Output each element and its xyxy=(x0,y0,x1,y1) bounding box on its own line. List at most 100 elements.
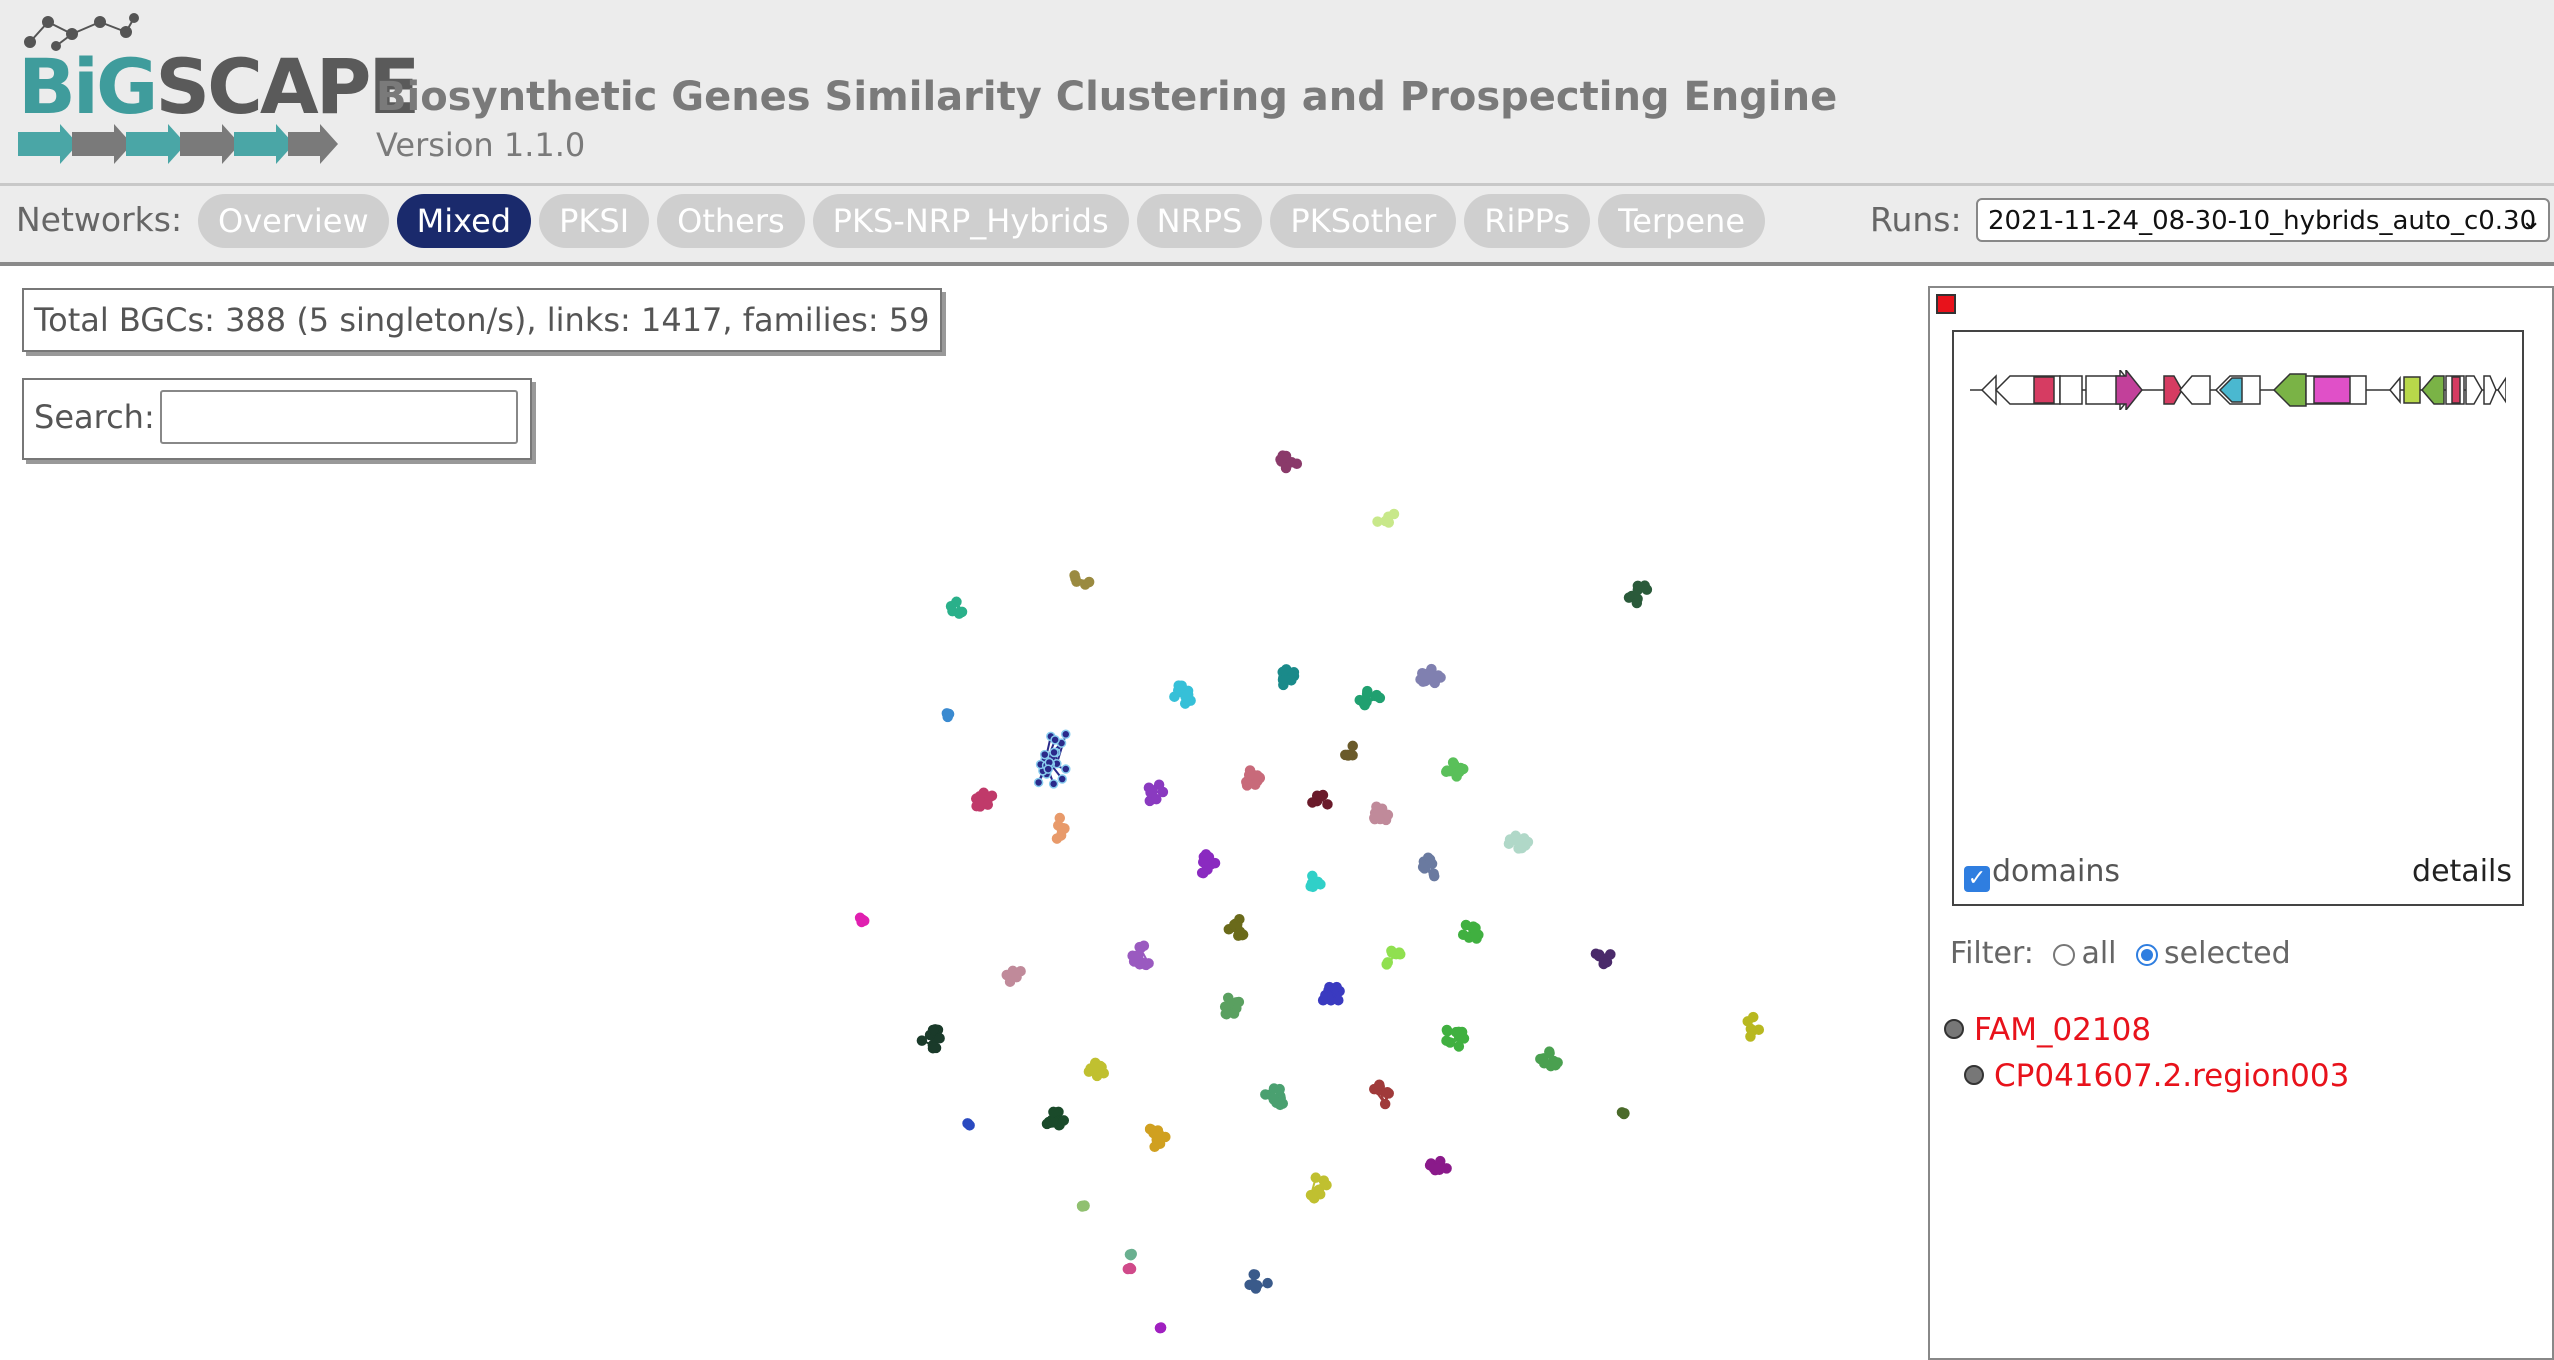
gene-arrow[interactable] xyxy=(2498,378,2506,402)
bgc-cluster[interactable] xyxy=(1146,1124,1170,1151)
bgc-node[interactable] xyxy=(1150,1142,1159,1151)
filter-all-label[interactable]: all xyxy=(2081,936,2116,971)
bgc-node[interactable] xyxy=(1381,1100,1390,1109)
bgc-cluster[interactable] xyxy=(1035,730,1070,788)
bgc-node[interactable] xyxy=(1058,775,1066,783)
family-label[interactable]: FAM_02108 xyxy=(1974,1012,2151,1048)
bgc-node[interactable] xyxy=(1323,800,1332,809)
bgc-cluster[interactable] xyxy=(1617,1108,1628,1119)
close-panel-icon[interactable] xyxy=(1936,294,1956,314)
bgc-node[interactable] xyxy=(1523,837,1532,846)
bgc-cluster[interactable] xyxy=(1306,871,1325,891)
bgc-cluster[interactable] xyxy=(1002,966,1025,986)
bgc-node[interactable] xyxy=(1059,1116,1068,1125)
bgc-cluster[interactable] xyxy=(1198,850,1220,878)
bgc-cluster[interactable] xyxy=(1319,983,1344,1005)
bgc-node[interactable] xyxy=(1436,673,1445,682)
bgc-node[interactable] xyxy=(1250,1270,1259,1279)
bgc-node[interactable] xyxy=(1261,1090,1270,1099)
bgc-node[interactable] xyxy=(1278,668,1287,677)
bgc-cluster[interactable] xyxy=(1536,1047,1562,1070)
bgc-node[interactable] xyxy=(1442,1036,1451,1045)
bgc-node[interactable] xyxy=(1042,1119,1051,1128)
bgc-node[interactable] xyxy=(1620,1109,1629,1118)
bgc-cluster[interactable] xyxy=(942,709,953,722)
bgc-node[interactable] xyxy=(952,597,961,606)
runs-select[interactable]: 2021-11-24_08-30-10_hybrids_auto_c0.30 ⌄ xyxy=(1976,198,2550,242)
gene-arrow-map[interactable] xyxy=(1970,370,2506,410)
bgc-cluster[interactable] xyxy=(1070,571,1094,589)
bgc-cluster[interactable] xyxy=(1419,853,1439,880)
bgc-cluster[interactable] xyxy=(1261,1084,1287,1109)
bgc-node[interactable] xyxy=(948,607,957,616)
bgc-node[interactable] xyxy=(1072,577,1081,586)
bgc-node[interactable] xyxy=(1182,691,1191,700)
bgc-node[interactable] xyxy=(1388,948,1397,957)
bgc-node[interactable] xyxy=(958,607,967,616)
details-link[interactable]: details xyxy=(2412,854,2512,889)
bgc-node[interactable] xyxy=(857,917,866,926)
bgc-cluster[interactable] xyxy=(1625,581,1652,607)
bgc-cluster[interactable] xyxy=(1125,1250,1136,1260)
bgc-node[interactable] xyxy=(1161,1132,1170,1141)
gene-arrow[interactable] xyxy=(2466,376,2482,404)
bgc-node[interactable] xyxy=(1049,1107,1058,1116)
bgc-node[interactable] xyxy=(1249,1279,1258,1288)
gene-arrow[interactable] xyxy=(1982,376,1996,404)
bgc-node[interactable] xyxy=(1449,758,1458,767)
bgc-node[interactable] xyxy=(1375,693,1384,702)
bgc-node[interactable] xyxy=(1051,736,1059,744)
bgc-node[interactable] xyxy=(1148,788,1157,797)
bgc-node[interactable] xyxy=(1322,1181,1331,1190)
bgc-node[interactable] xyxy=(1158,788,1167,797)
bgc-cluster[interactable] xyxy=(1591,949,1614,968)
bgc-cluster[interactable] xyxy=(1306,1173,1331,1203)
bgc-cluster[interactable] xyxy=(1341,741,1357,760)
bgc-cluster[interactable] xyxy=(972,788,997,811)
bgc-node[interactable] xyxy=(1348,741,1357,750)
bgc-cluster[interactable] xyxy=(1373,509,1398,527)
bgc-node[interactable] xyxy=(1057,831,1066,840)
bgc-cluster[interactable] xyxy=(1042,1107,1068,1129)
bgc-node[interactable] xyxy=(1429,869,1438,878)
gene-arrow[interactable] xyxy=(2180,376,2210,404)
bgc-node[interactable] xyxy=(1230,1009,1239,1018)
bgc-node[interactable] xyxy=(929,1025,938,1034)
bgc-node[interactable] xyxy=(1292,459,1301,468)
bgc-node[interactable] xyxy=(1642,585,1651,594)
bgc-node[interactable] xyxy=(917,1036,926,1045)
bgc-node[interactable] xyxy=(1125,1250,1134,1259)
bgc-node[interactable] xyxy=(1540,1059,1549,1068)
bgc-node[interactable] xyxy=(1459,930,1468,939)
bgc-cluster[interactable] xyxy=(1084,1058,1108,1080)
bgc-cluster[interactable] xyxy=(1416,665,1445,688)
gene-arrow[interactable] xyxy=(2484,376,2496,404)
bgc-cluster[interactable] xyxy=(1442,758,1468,781)
bgc-cluster[interactable] xyxy=(1224,915,1247,940)
bgc-node[interactable] xyxy=(1459,764,1468,773)
bgc-node[interactable] xyxy=(1506,835,1515,844)
bgc-node[interactable] xyxy=(1633,581,1642,590)
bgc-cluster[interactable] xyxy=(1128,941,1153,969)
bgc-node[interactable] xyxy=(985,792,994,801)
tab-pksother[interactable]: PKSother xyxy=(1270,194,1456,248)
bgc-cluster[interactable] xyxy=(947,597,967,618)
bgc-node[interactable] xyxy=(964,1119,973,1128)
tab-pks-nrp-hybrids[interactable]: PKS-NRP_Hybrids xyxy=(813,194,1129,248)
bgc-node[interactable] xyxy=(1359,699,1368,708)
bgc-node[interactable] xyxy=(1514,844,1523,853)
bgc-node[interactable] xyxy=(1383,810,1392,819)
bgc-node[interactable] xyxy=(942,709,951,718)
tab-ripps[interactable]: RiPPs xyxy=(1464,194,1590,248)
filter-selected-label[interactable]: selected xyxy=(2164,936,2291,971)
bgc-node[interactable] xyxy=(1156,1323,1165,1332)
bgc-node[interactable] xyxy=(1062,730,1070,738)
bgc-node[interactable] xyxy=(1308,798,1317,807)
bgc-node[interactable] xyxy=(1050,780,1058,788)
bgc-node[interactable] xyxy=(1443,1027,1452,1036)
bgc-node[interactable] xyxy=(1221,1002,1230,1011)
bgc-node[interactable] xyxy=(1424,853,1433,862)
bgc-cluster[interactable] xyxy=(963,1119,974,1130)
tab-mixed[interactable]: Mixed xyxy=(397,194,531,248)
bgc-label[interactable]: CP041607.2.region003 xyxy=(1994,1058,2349,1094)
